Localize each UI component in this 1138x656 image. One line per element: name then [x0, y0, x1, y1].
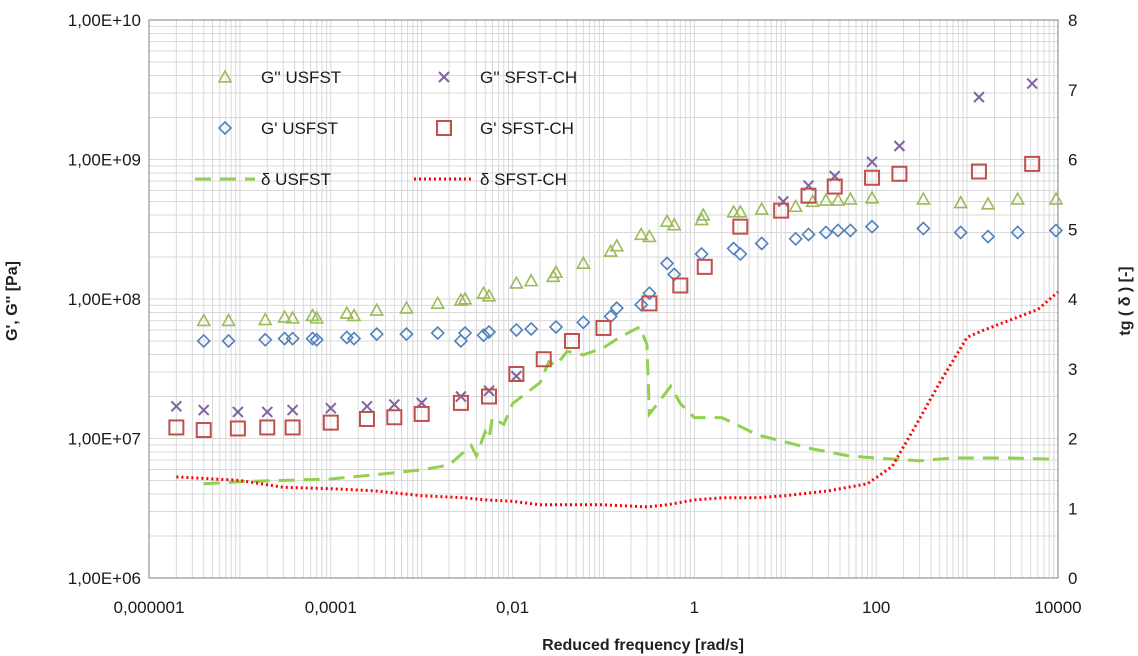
data-point	[844, 224, 856, 236]
data-point	[982, 198, 994, 209]
y-left-tick-label: 1,00E+06	[68, 569, 141, 588]
data-point	[223, 315, 235, 326]
right-y-axis-title: tg ( δ ) [-]	[1117, 266, 1134, 335]
y-right-tick-label: 4	[1068, 290, 1077, 309]
data-point	[233, 407, 243, 417]
legend-label: δ SFST-CH	[480, 170, 567, 189]
data-point	[974, 92, 984, 102]
data-point	[362, 401, 372, 411]
data-point	[1050, 193, 1062, 204]
x-tick-label: 1	[690, 598, 699, 617]
data-point	[790, 233, 802, 245]
data-point	[525, 275, 537, 286]
legend-marker	[219, 71, 231, 82]
data-point	[635, 299, 647, 311]
data-point	[259, 334, 271, 346]
data-point	[279, 333, 291, 345]
data-point	[790, 201, 802, 212]
data-point	[288, 405, 298, 415]
x-tick-label: 100	[862, 598, 890, 617]
data-point	[972, 165, 986, 179]
legend-label: G' USFST	[261, 119, 338, 138]
y-right-tick-label: 0	[1068, 569, 1077, 588]
y-right-tick-label: 7	[1068, 81, 1077, 100]
y-right-tick-label: 8	[1068, 11, 1077, 30]
data-point	[371, 304, 383, 315]
series-lines	[176, 292, 1058, 507]
data-point	[1025, 157, 1039, 171]
x-tick-label: 0,000001	[114, 598, 185, 617]
data-point	[259, 314, 271, 325]
data-point	[643, 287, 655, 299]
x-tick-label: 10000	[1034, 598, 1081, 617]
data-point	[733, 220, 747, 234]
data-point	[894, 141, 904, 151]
x-tick-label: 0,01	[496, 598, 529, 617]
data-point	[432, 327, 444, 339]
x-tick-label: 0,0001	[305, 598, 357, 617]
y-right-tick-label: 3	[1068, 360, 1077, 379]
data-point	[454, 396, 468, 410]
data-point	[820, 194, 832, 205]
data-point	[1050, 224, 1062, 236]
legend: G'' USFST G'' SFST-CH G' USFST G' SFST-CH δ …	[195, 68, 577, 189]
data-point	[400, 302, 412, 313]
data-point	[231, 421, 245, 435]
legend-marker	[219, 122, 231, 134]
data-point	[832, 224, 844, 236]
data-point	[611, 240, 623, 251]
legend-marker	[439, 72, 449, 82]
y-left-tick-label: 1,00E+09	[68, 151, 141, 170]
legend-label: G' SFST-CH	[480, 119, 574, 138]
data-point	[844, 193, 856, 204]
y-right-tick-label: 1	[1068, 499, 1077, 518]
y-right-tick-label: 5	[1068, 220, 1077, 239]
chart-grid	[149, 20, 1058, 578]
legend-label: δ USFST	[261, 170, 331, 189]
x-axis-title: Reduced frequency [rad/s]	[542, 637, 744, 654]
data-point	[955, 197, 967, 208]
y-right-tick-label: 2	[1068, 430, 1077, 449]
data-point	[698, 260, 712, 274]
data-point	[287, 333, 299, 345]
data-point	[1027, 79, 1037, 89]
legend-label: G'' SFST-CH	[480, 68, 577, 87]
data-point	[734, 248, 746, 260]
legend-label: G'' USFST	[261, 68, 341, 87]
data-point	[286, 420, 300, 434]
data-point	[892, 167, 906, 181]
left-y-axis-title: G', G'' [Pa]	[4, 261, 21, 341]
y-right-tick-label: 6	[1068, 151, 1077, 170]
data-point	[696, 248, 708, 260]
series-line	[176, 292, 1058, 507]
y-left-tick-label: 1,00E+10	[68, 11, 141, 30]
data-point	[832, 194, 844, 205]
y-left-tick-label: 1,00E+07	[68, 430, 141, 449]
data-point	[509, 367, 523, 381]
data-point	[360, 412, 374, 426]
data-point	[525, 323, 537, 335]
y-left-tick-label: 1,00E+08	[68, 290, 141, 309]
